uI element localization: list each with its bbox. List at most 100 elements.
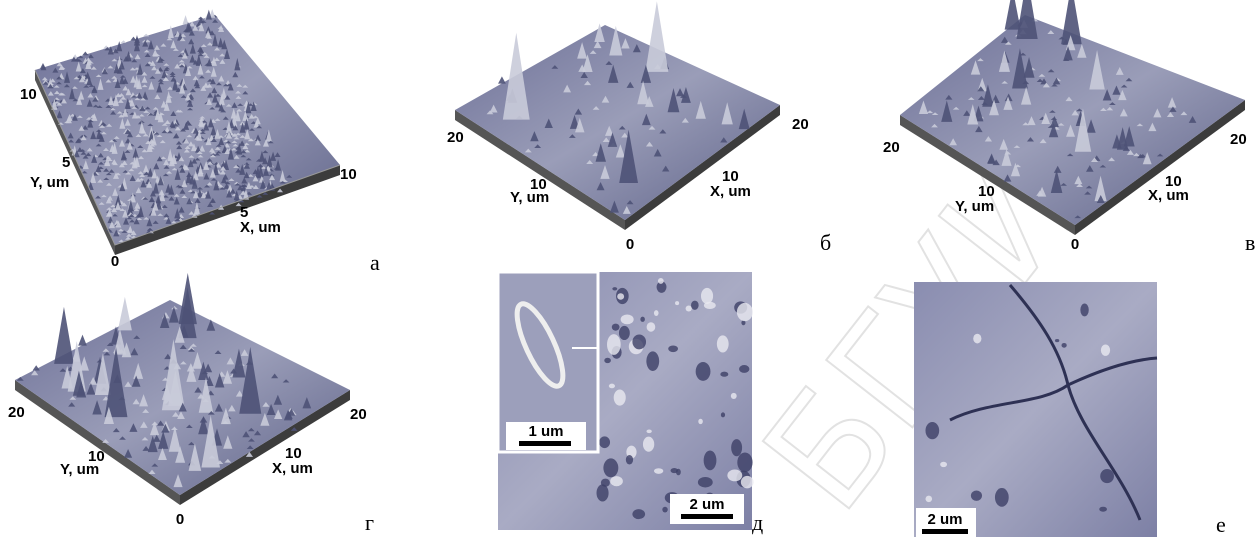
feature (599, 436, 610, 448)
spike (143, 34, 149, 37)
origin-label: 0 (176, 511, 184, 528)
y-tick-label: 20 (883, 139, 900, 156)
x-tick-label: 20 (350, 406, 367, 423)
y-axis-label: Y, um (955, 198, 994, 215)
feature (647, 322, 656, 331)
origin-label: 0 (111, 253, 119, 270)
origin-label: 0 (626, 236, 634, 253)
feature (675, 301, 679, 305)
spike (54, 307, 74, 364)
feature (596, 484, 608, 501)
feature (646, 429, 651, 433)
y-tick-label: 5 (62, 154, 70, 171)
feature (654, 468, 663, 474)
feature (696, 362, 711, 381)
figure: БГУИР 105Y, um105X, um0а2010Y, um2010X, … (0, 0, 1258, 537)
feature (654, 310, 659, 316)
spike (118, 297, 132, 330)
feature (698, 477, 713, 487)
feature (1099, 507, 1107, 512)
scale-bar-label: 2 um (927, 511, 962, 528)
feature (643, 437, 654, 452)
spike (1005, 0, 1021, 30)
x-tick-label: 20 (1230, 131, 1247, 148)
feature (676, 469, 681, 476)
feature (701, 288, 713, 304)
feature (971, 490, 982, 500)
feature (1100, 469, 1114, 483)
feature (617, 293, 624, 300)
x-tick-label: 10 (340, 166, 357, 183)
afm-image (914, 282, 1157, 537)
panel-letter: г (365, 510, 374, 535)
feature (731, 393, 737, 399)
feature (737, 452, 752, 472)
x-tick-label: 20 (792, 116, 809, 133)
y-axis-label: Y, um (510, 189, 549, 206)
spike (78, 335, 87, 346)
feature (632, 334, 646, 349)
feature (1101, 344, 1110, 355)
feature (610, 476, 623, 486)
feature (925, 496, 932, 502)
spike (645, 1, 668, 72)
feature (717, 335, 729, 352)
feature (668, 345, 678, 352)
spike (498, 76, 506, 83)
feature (619, 326, 630, 340)
y-tick-label: 10 (20, 86, 37, 103)
y-axis-label: Y, um (30, 174, 69, 191)
feature (632, 509, 645, 519)
feature (604, 358, 611, 363)
y-tick-label: 20 (447, 129, 464, 146)
x-axis-label: X, um (710, 183, 751, 200)
feature (662, 507, 667, 513)
feature (1061, 343, 1066, 348)
spike (82, 51, 88, 55)
feature (727, 470, 742, 482)
feature (741, 476, 754, 488)
feature (612, 287, 617, 290)
x-axis-label: X, um (272, 460, 313, 477)
panel-letter: б (820, 230, 831, 255)
origin-label: 0 (1071, 236, 1079, 253)
feature (739, 365, 749, 373)
feature (686, 306, 692, 312)
feature (698, 419, 703, 424)
feature (658, 278, 664, 284)
y-tick-label: 20 (8, 404, 25, 421)
feature (646, 351, 659, 371)
scale-bar (519, 441, 571, 446)
scale-bar-label: 2 um (689, 496, 724, 513)
scale-bar-label: 1 um (528, 423, 563, 440)
feature (925, 422, 939, 439)
scale-bar (922, 529, 968, 534)
feature (720, 372, 728, 377)
feature (731, 439, 742, 456)
feature (737, 303, 753, 321)
panel-letter: а (370, 250, 380, 275)
x-axis-label: X, um (1148, 187, 1189, 204)
panel-letter: д (752, 510, 763, 535)
feature (601, 479, 610, 487)
spike (121, 40, 127, 43)
feature (614, 389, 626, 405)
spike (183, 15, 189, 24)
panel-letter: е (1216, 512, 1226, 537)
feature (609, 384, 615, 389)
feature (621, 314, 634, 324)
feature (940, 462, 947, 467)
feature (640, 317, 645, 322)
feature (607, 334, 621, 355)
feature (1080, 304, 1088, 317)
x-axis-label: X, um (240, 219, 281, 236)
feature (691, 301, 699, 310)
feature (721, 412, 725, 417)
scale-bar (681, 514, 733, 519)
feature (612, 324, 620, 331)
y-axis-label: Y, um (60, 461, 99, 478)
feature (626, 455, 633, 465)
feature (1055, 339, 1059, 342)
feature (995, 488, 1009, 507)
feature (603, 458, 618, 477)
